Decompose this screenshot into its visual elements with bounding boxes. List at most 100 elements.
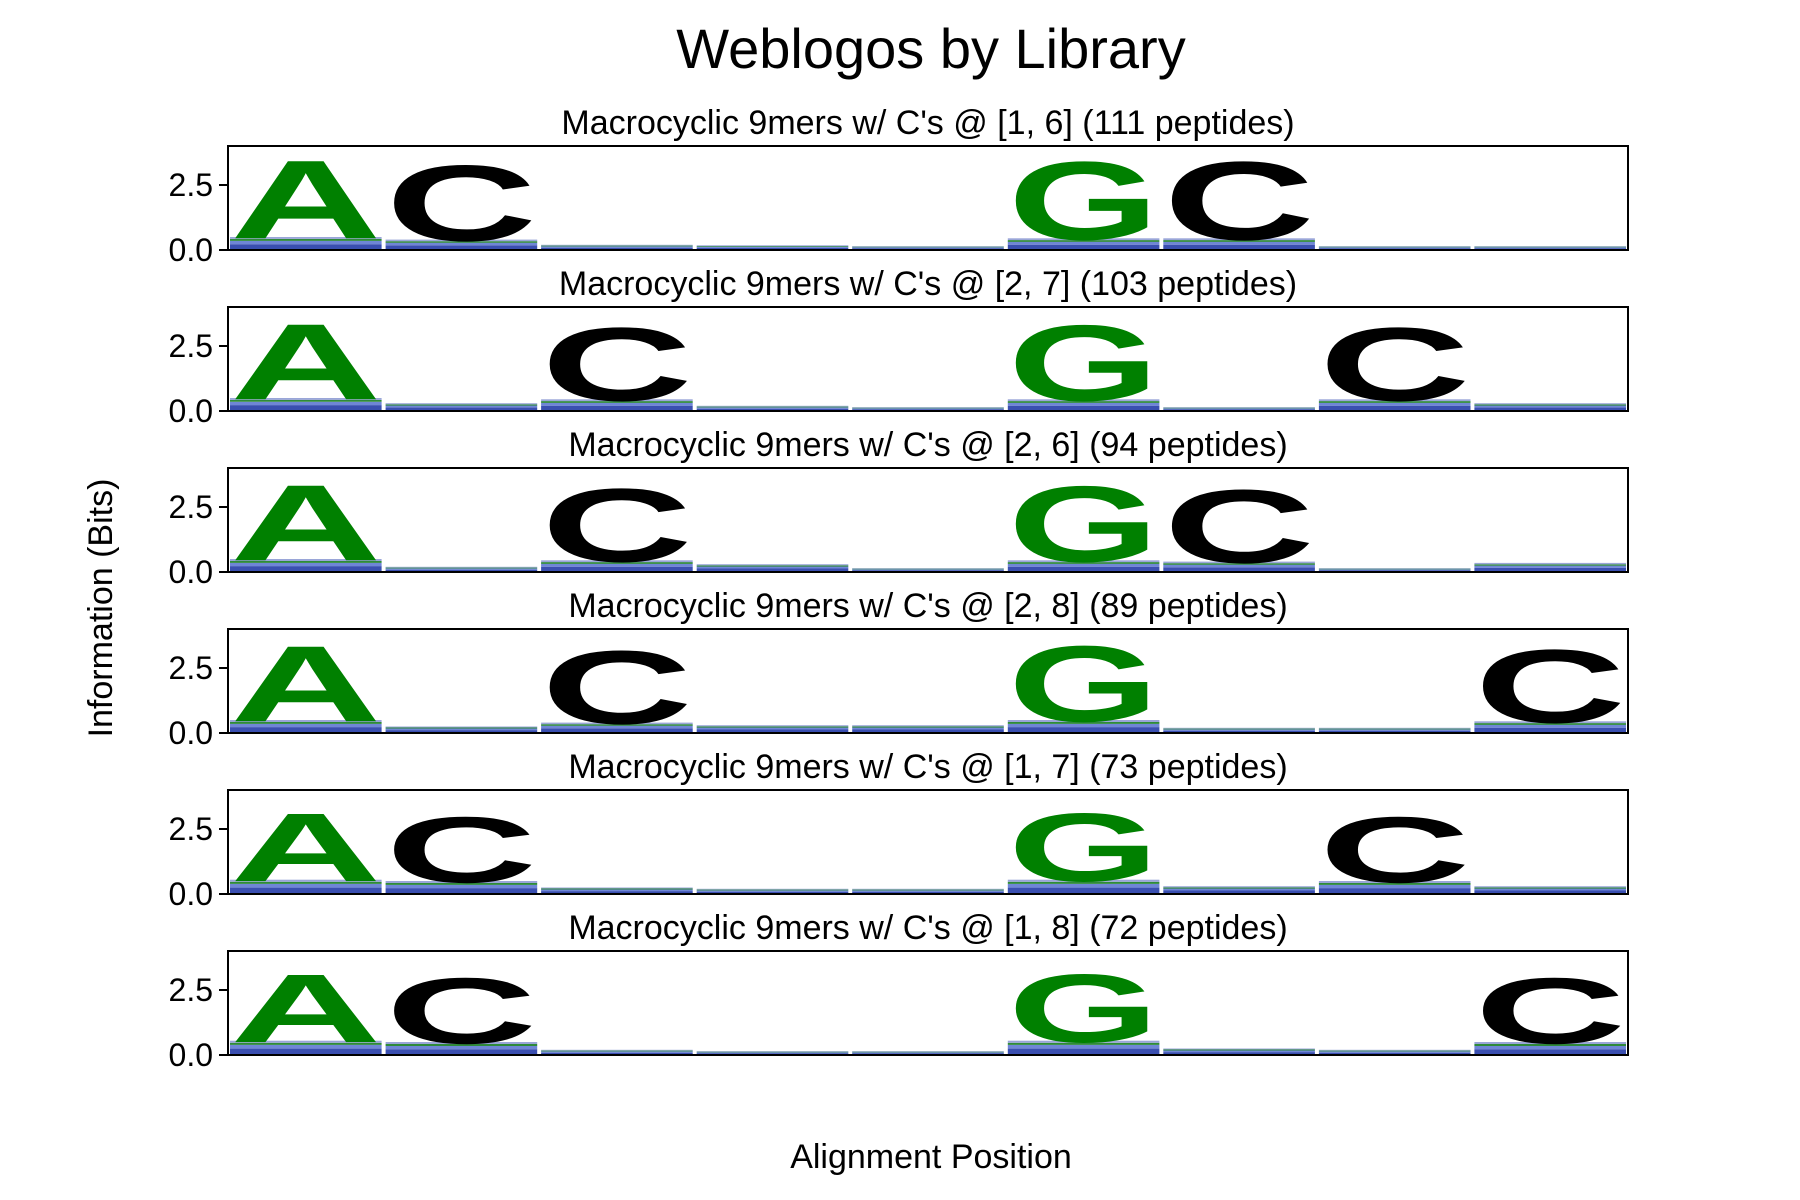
background-residue-stack	[696, 564, 849, 566]
background-residue-stack	[385, 1042, 538, 1044]
background-residue-stack	[1318, 401, 1471, 403]
background-residue-stack	[541, 1049, 693, 1051]
background-residue-stack	[1474, 886, 1626, 888]
background-residue-stack	[1007, 887, 1160, 894]
y-tick-label: 0.0	[169, 554, 213, 590]
background-residue-stack	[230, 881, 382, 884]
background-residue-stack	[1474, 890, 1626, 894]
logo-letter-c: C	[1163, 138, 1315, 263]
background-residue-stack	[852, 1051, 1004, 1053]
background-residue-stack	[1163, 567, 1315, 572]
background-residue-stack	[852, 725, 1004, 727]
background-residue-stack	[1007, 1045, 1160, 1049]
background-residue-stack	[852, 890, 1004, 892]
background-residue-stack	[230, 398, 382, 400]
x-axis-label: Alignment Position	[790, 1138, 1072, 1176]
background-residue-stack	[1474, 247, 1626, 249]
background-residue-stack	[1318, 730, 1471, 733]
background-residue-stack	[1318, 246, 1471, 248]
background-residue-stack	[230, 399, 382, 402]
background-residue-stack	[1163, 886, 1315, 888]
background-residue-stack	[1163, 407, 1315, 409]
background-residue-stack	[230, 561, 382, 563]
background-residue-stack	[230, 1040, 382, 1043]
background-residue-stack	[1474, 1049, 1626, 1055]
background-residue-stack	[230, 1042, 382, 1045]
background-residue-stack	[1474, 403, 1626, 405]
background-residue-stack	[385, 1044, 538, 1046]
background-residue-stack	[696, 729, 849, 733]
background-residue-stack	[1318, 402, 1471, 406]
background-residue-stack	[230, 1048, 382, 1055]
background-residue-stack	[1474, 407, 1626, 411]
background-residue-stack	[385, 888, 538, 894]
background-residue-stack	[541, 1052, 693, 1055]
background-residue-stack	[385, 407, 538, 411]
background-residue-stack	[696, 568, 849, 572]
background-residue-stack	[696, 726, 849, 728]
background-residue-stack	[696, 566, 849, 569]
background-residue-stack	[385, 405, 538, 408]
background-residue-stack	[696, 246, 849, 248]
background-residue-stack	[385, 730, 538, 733]
background-residue-stack	[385, 884, 538, 889]
background-residue-stack	[385, 726, 538, 728]
background-residue-stack	[696, 247, 849, 250]
logo-letter-c: C	[386, 143, 538, 264]
background-residue-stack	[541, 245, 693, 247]
background-residue-stack	[1318, 1049, 1471, 1051]
background-residue-stack	[1318, 729, 1471, 731]
background-residue-stack	[385, 242, 538, 246]
background-residue-stack	[541, 888, 693, 890]
background-residue-stack	[385, 403, 538, 405]
background-residue-stack	[1163, 1050, 1315, 1053]
background-residue-stack	[1007, 401, 1160, 403]
background-residue-stack	[1474, 564, 1626, 566]
background-residue-stack	[385, 566, 538, 568]
background-residue-stack	[541, 722, 693, 725]
background-residue-stack	[1163, 408, 1315, 410]
background-residue-stack	[385, 883, 538, 885]
logo-letter-c: C	[1474, 628, 1626, 745]
background-residue-stack	[1007, 562, 1160, 564]
background-residue-stack	[1318, 888, 1471, 894]
logo-letter-a: A	[230, 793, 382, 902]
background-residue-stack	[696, 1051, 849, 1052]
background-residue-stack	[1474, 727, 1626, 733]
background-residue-stack	[1318, 1050, 1471, 1052]
background-residue-stack	[230, 1045, 382, 1049]
panel-frame	[227, 145, 1629, 251]
background-residue-stack	[541, 563, 693, 567]
background-residue-stack	[541, 728, 693, 733]
logo-letter-g: G	[1008, 303, 1160, 424]
y-tick-label: 2.5	[169, 650, 213, 686]
background-residue-stack	[696, 406, 849, 408]
background-residue-stack	[1163, 1049, 1315, 1051]
background-residue-stack	[1163, 728, 1315, 730]
background-residue-stack	[1007, 566, 1160, 572]
logo-letter-c: C	[541, 306, 693, 423]
background-residue-stack	[385, 241, 538, 243]
background-residue-stack	[696, 725, 849, 727]
background-residue-stack	[230, 405, 382, 411]
background-residue-stack	[852, 408, 1004, 410]
background-residue-stack	[852, 727, 1004, 730]
background-residue-stack	[385, 727, 538, 729]
background-residue-stack	[385, 728, 538, 731]
background-residue-stack	[696, 888, 849, 890]
y-tick-label: 2.5	[169, 811, 213, 847]
background-residue-stack	[1007, 240, 1160, 242]
logo-letter-c: C	[541, 630, 693, 747]
background-residue-stack	[1474, 405, 1626, 408]
background-residue-stack	[230, 401, 382, 406]
background-residue-stack	[1474, 724, 1626, 728]
background-residue-stack	[385, 881, 538, 883]
background-residue-stack	[385, 567, 538, 569]
background-residue-stack	[1007, 727, 1160, 733]
background-residue-stack	[1163, 241, 1315, 245]
background-residue-stack	[1007, 884, 1160, 888]
logo-letter-c: C	[1319, 798, 1471, 903]
logo-letter-g: G	[1008, 138, 1160, 263]
